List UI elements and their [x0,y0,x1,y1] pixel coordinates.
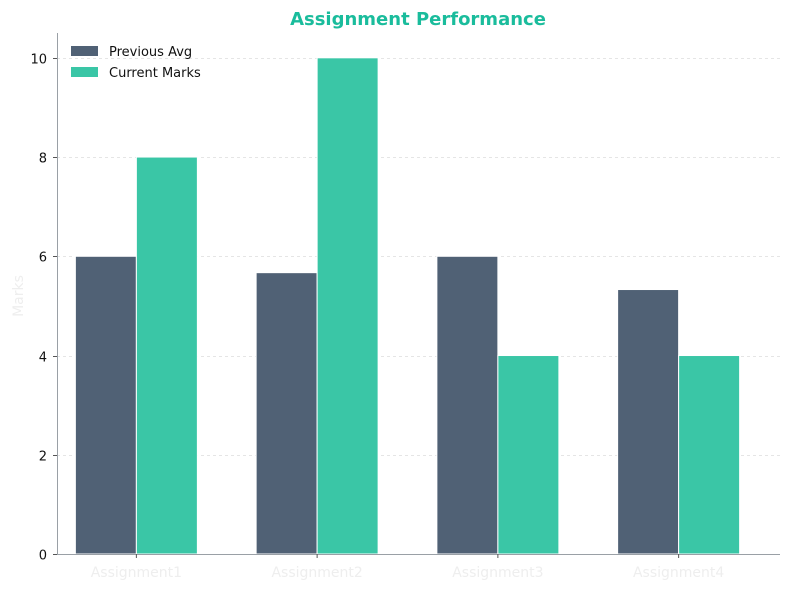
y-tick-label: 4 [39,351,47,366]
y-ticks: 0 2 4 6 8 10 [30,53,57,564]
x-tick-label: Assignment2 [271,565,362,581]
axes [57,33,780,555]
bar-previous-avg [255,272,318,555]
y-tick-label: 6 [39,251,47,266]
bar-previous-avg [617,289,680,555]
y-tick-label: 0 [39,549,47,564]
chart-title: Assignment Performance [290,9,546,30]
y-axis-label: Marks [11,275,27,317]
bar-previous-avg [436,255,499,555]
y-tick-label: 2 [39,450,47,465]
y-tick-label: 8 [39,152,47,167]
bar-current-marks [316,57,379,555]
legend-label: Current Marks [109,66,201,81]
bars [74,57,741,555]
y-tick-label: 10 [30,53,47,68]
x-tick-label: Assignment3 [452,565,543,581]
legend-label: Previous Avg [109,45,192,60]
legend-swatch [71,67,98,77]
bar-previous-avg [74,255,137,555]
legend-swatch [71,46,98,56]
bar-current-marks [135,156,198,555]
x-tick-label: Assignment1 [91,565,182,581]
bar-current-marks [497,355,560,555]
legend: Previous Avg Current Marks [71,45,201,81]
bar-current-marks [678,355,741,555]
x-tick-label: Assignment4 [633,565,724,581]
x-ticks: Assignment1 Assignment2 Assignment3 Assignm… [91,554,724,581]
